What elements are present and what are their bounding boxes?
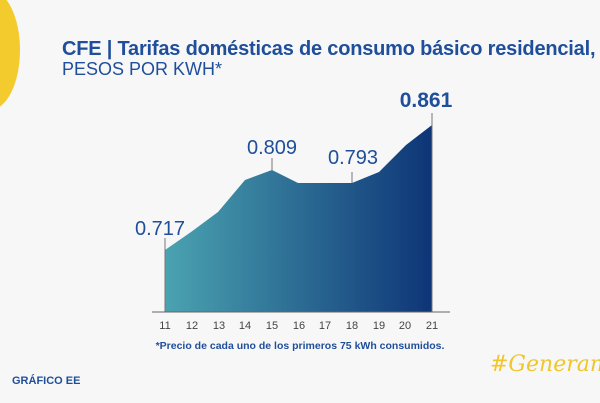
chart-subtitle: PESOS POR KWH* xyxy=(62,59,223,79)
svg-text:18: 18 xyxy=(346,320,358,332)
value-label-21: 0.861 xyxy=(400,89,453,112)
svg-text:12: 12 xyxy=(186,320,198,332)
value-label-11: 0.717 xyxy=(135,218,185,240)
x-tick-labels: 11 12 13 14 15 16 17 18 19 20 21 xyxy=(159,320,438,332)
area-fill xyxy=(165,125,432,312)
svg-text:21: 21 xyxy=(426,320,438,332)
svg-text:14: 14 xyxy=(239,320,251,332)
decorative-sun xyxy=(0,0,20,110)
credit: GRÁFICO EE xyxy=(12,375,81,387)
chart-title: CFE | Tarifas domésticas de consumo bási… xyxy=(62,38,596,60)
svg-text:19: 19 xyxy=(373,320,385,332)
value-label-15: 0.809 xyxy=(247,137,297,159)
svg-text:15: 15 xyxy=(266,320,278,332)
svg-text:20: 20 xyxy=(399,320,411,332)
svg-text:13: 13 xyxy=(213,320,225,332)
svg-text:11: 11 xyxy=(159,320,170,332)
footnote: *Precio de cada uno de los primeros 75 k… xyxy=(155,340,445,352)
svg-text:17: 17 xyxy=(319,320,331,332)
value-label-18: 0.793 xyxy=(328,147,378,169)
svg-text:16: 16 xyxy=(293,320,305,332)
hashtag: #Generamos xyxy=(490,352,600,377)
